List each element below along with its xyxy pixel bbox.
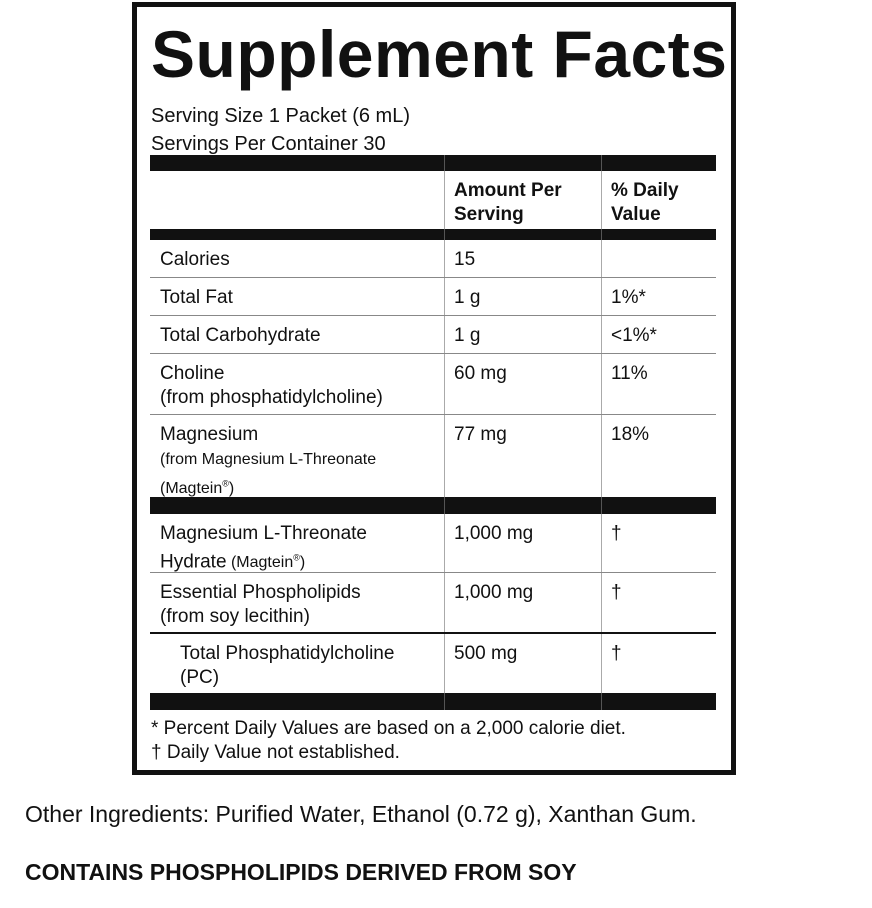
ingredient-amount: 1,000 mg (454, 582, 534, 603)
ingredient-name: Total Phosphatidylcholine (PC) (180, 643, 395, 688)
table-row: Essential Phospholipids (from soy lecithi… (150, 573, 716, 634)
header-row-lines (150, 171, 716, 229)
nutrient-name: Total Fat (160, 287, 233, 308)
nutrient-dv: 11% (611, 363, 648, 384)
daily-value-header: % Daily Value (611, 180, 679, 225)
ingredient-amount: 1,000 mg (454, 523, 534, 544)
nutrient-name: Choline (from phosphatidylcholine) (160, 363, 383, 408)
footnote-not-established: † Daily Value not established. (151, 742, 400, 763)
thick-divider (150, 155, 716, 171)
ingredient-name: Essential Phospholipids (from soy lecithi… (160, 582, 361, 627)
servings-per-container: Servings Per Container 30 (151, 133, 386, 155)
thick-divider (150, 229, 716, 240)
nutrient-amount: 1 g (454, 325, 481, 346)
ingredient-amount: 500 mg (454, 643, 518, 664)
nutrient-name: Calories (160, 249, 230, 270)
table-row: Total Fat 1 g 1%* (150, 278, 716, 316)
nutrient-name: Total Carbohydrate (160, 325, 321, 346)
nutrient-amount: 1 g (454, 287, 481, 308)
table-row: Calories 15 (150, 240, 716, 278)
ingredient-dv: † (611, 523, 622, 544)
panel-title: Supplement Facts (151, 17, 728, 91)
ingredient-dv: † (611, 582, 622, 603)
other-ingredients: Other Ingredients: Purified Water, Ethan… (25, 801, 697, 827)
allergen-statement: CONTAINS PHOSPHOLIPIDS DERIVED FROM SOY (25, 859, 577, 885)
ingredient-name: Magnesium L-Threonate Hydrate (Magtein®) (160, 523, 367, 573)
amount-per-serving-header: Amount Per Serving (454, 180, 562, 225)
thick-divider (150, 497, 716, 514)
nutrient-amount: 60 mg (454, 363, 507, 384)
footnote-daily-values: * Percent Daily Values are based on a 2,… (151, 718, 626, 739)
table-row: Total Phosphatidylcholine (PC) 500 mg † (150, 634, 716, 693)
thick-divider (150, 693, 716, 710)
nutrient-dv: <1%* (611, 325, 657, 346)
table-row: Magnesium (from Magnesium L-Threonate (Mag… (150, 415, 716, 497)
table-row: Total Carbohydrate 1 g <1%* (150, 316, 716, 354)
serving-size: Serving Size 1 Packet (6 mL) (151, 105, 410, 127)
supplement-facts-panel: Supplement Facts Serving Size 1 Packet (… (132, 2, 736, 775)
ingredient-dv: † (611, 643, 622, 664)
table-row: Choline (from phosphatidylcholine) 60 mg … (150, 354, 716, 415)
nutrient-name: Magnesium (from Magnesium L-Threonate (Mag… (160, 424, 377, 498)
table-row: Magnesium L-Threonate Hydrate (Magtein®) … (150, 514, 716, 573)
nutrient-dv: 1%* (611, 287, 646, 308)
nutrient-amount: 77 mg (454, 424, 507, 445)
nutrient-dv: 18% (611, 424, 650, 445)
nutrient-amount: 15 (454, 249, 476, 270)
